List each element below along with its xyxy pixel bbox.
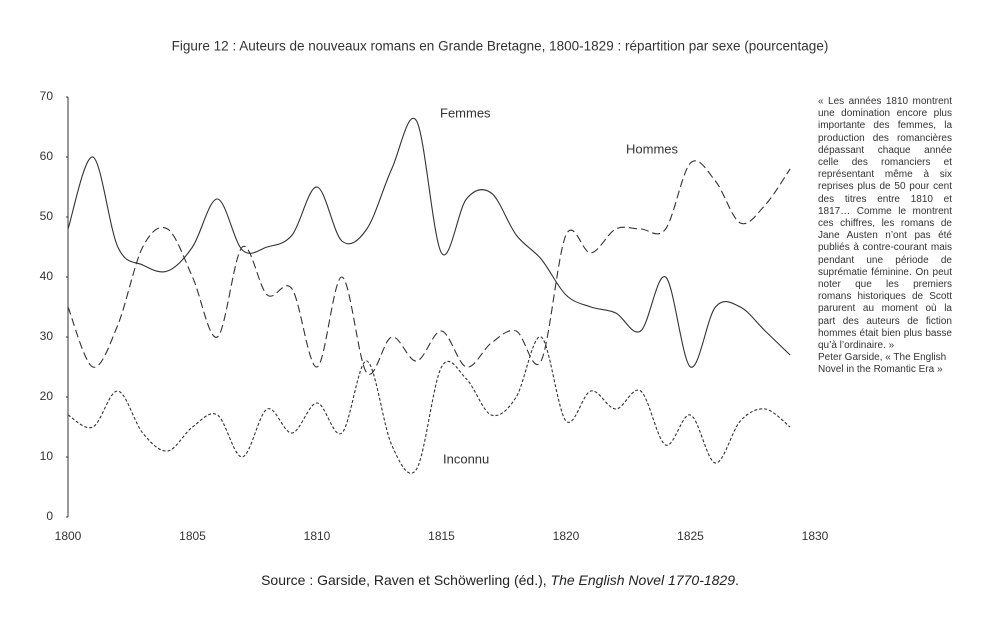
series-label: Inconnu [443,451,489,466]
attribution: Peter Garside, « The English Novel in th… [818,352,947,376]
y-tick-label: 40 [40,269,54,283]
y-tick-label: 10 [40,449,54,463]
x-tick-label: 1825 [677,529,704,543]
x-tick-label: 1800 [55,529,82,543]
chart-title: Figure 12 : Auteurs de nouveaux romans e… [172,39,829,54]
y-tick-label: 70 [40,89,54,103]
source-title: The English Novel 1770-1829 [550,572,736,588]
series-line [67,160,791,376]
source-prefix: Source : Garside, Raven et Schöwerling (… [261,572,551,588]
series-line [67,336,791,474]
source: Source : Garside, Raven et Schöwerling (… [0,572,1000,588]
series-label: Femmes [440,105,491,120]
y-tick-label: 50 [40,209,54,223]
side-note: « Les années 1810 montrent une dominatio… [818,96,952,377]
x-tick-label: 1830 [802,529,829,543]
x-tick-label: 1815 [428,529,455,543]
x-tick-label: 1805 [179,529,206,543]
series-line [67,117,791,368]
quote: « Les années 1810 montrent une dominatio… [818,96,952,352]
x-tick-label: 1810 [304,529,331,543]
source-suffix: . [735,572,739,588]
y-tick-label: 30 [40,329,54,343]
series-label: Hommes [626,141,679,156]
y-tick-label: 0 [46,509,53,523]
y-tick-label: 60 [40,149,54,163]
x-tick-label: 1820 [553,529,580,543]
y-tick-label: 20 [40,389,54,403]
